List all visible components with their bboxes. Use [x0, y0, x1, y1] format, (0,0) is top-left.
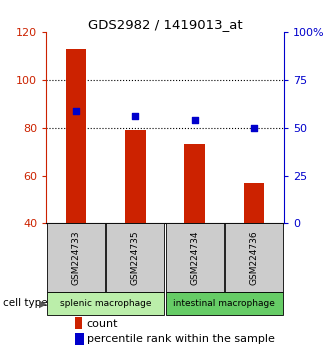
Text: ▶: ▶ [39, 298, 47, 308]
Point [192, 118, 197, 123]
Bar [75, 317, 82, 329]
Text: GSM224733: GSM224733 [71, 230, 81, 285]
Point [73, 108, 79, 114]
FancyBboxPatch shape [47, 223, 105, 292]
Text: GSM224734: GSM224734 [190, 230, 199, 285]
FancyBboxPatch shape [106, 223, 164, 292]
Text: GSM224735: GSM224735 [131, 230, 140, 285]
Point [251, 125, 257, 131]
FancyBboxPatch shape [166, 223, 224, 292]
Title: GDS2982 / 1419013_at: GDS2982 / 1419013_at [88, 18, 242, 31]
Text: percentile rank within the sample: percentile rank within the sample [86, 334, 275, 344]
Bar [75, 333, 84, 345]
Text: count: count [86, 319, 118, 329]
FancyBboxPatch shape [225, 223, 283, 292]
Bar [244, 183, 265, 223]
FancyBboxPatch shape [166, 292, 283, 315]
Text: intestinal macrophage: intestinal macrophage [174, 299, 275, 308]
FancyBboxPatch shape [47, 292, 164, 315]
Bar [184, 144, 205, 223]
Bar [66, 48, 86, 223]
Point [133, 113, 138, 119]
Text: cell type: cell type [3, 298, 48, 308]
Text: GSM224736: GSM224736 [249, 230, 259, 285]
Text: splenic macrophage: splenic macrophage [60, 299, 151, 308]
Bar [125, 130, 146, 223]
